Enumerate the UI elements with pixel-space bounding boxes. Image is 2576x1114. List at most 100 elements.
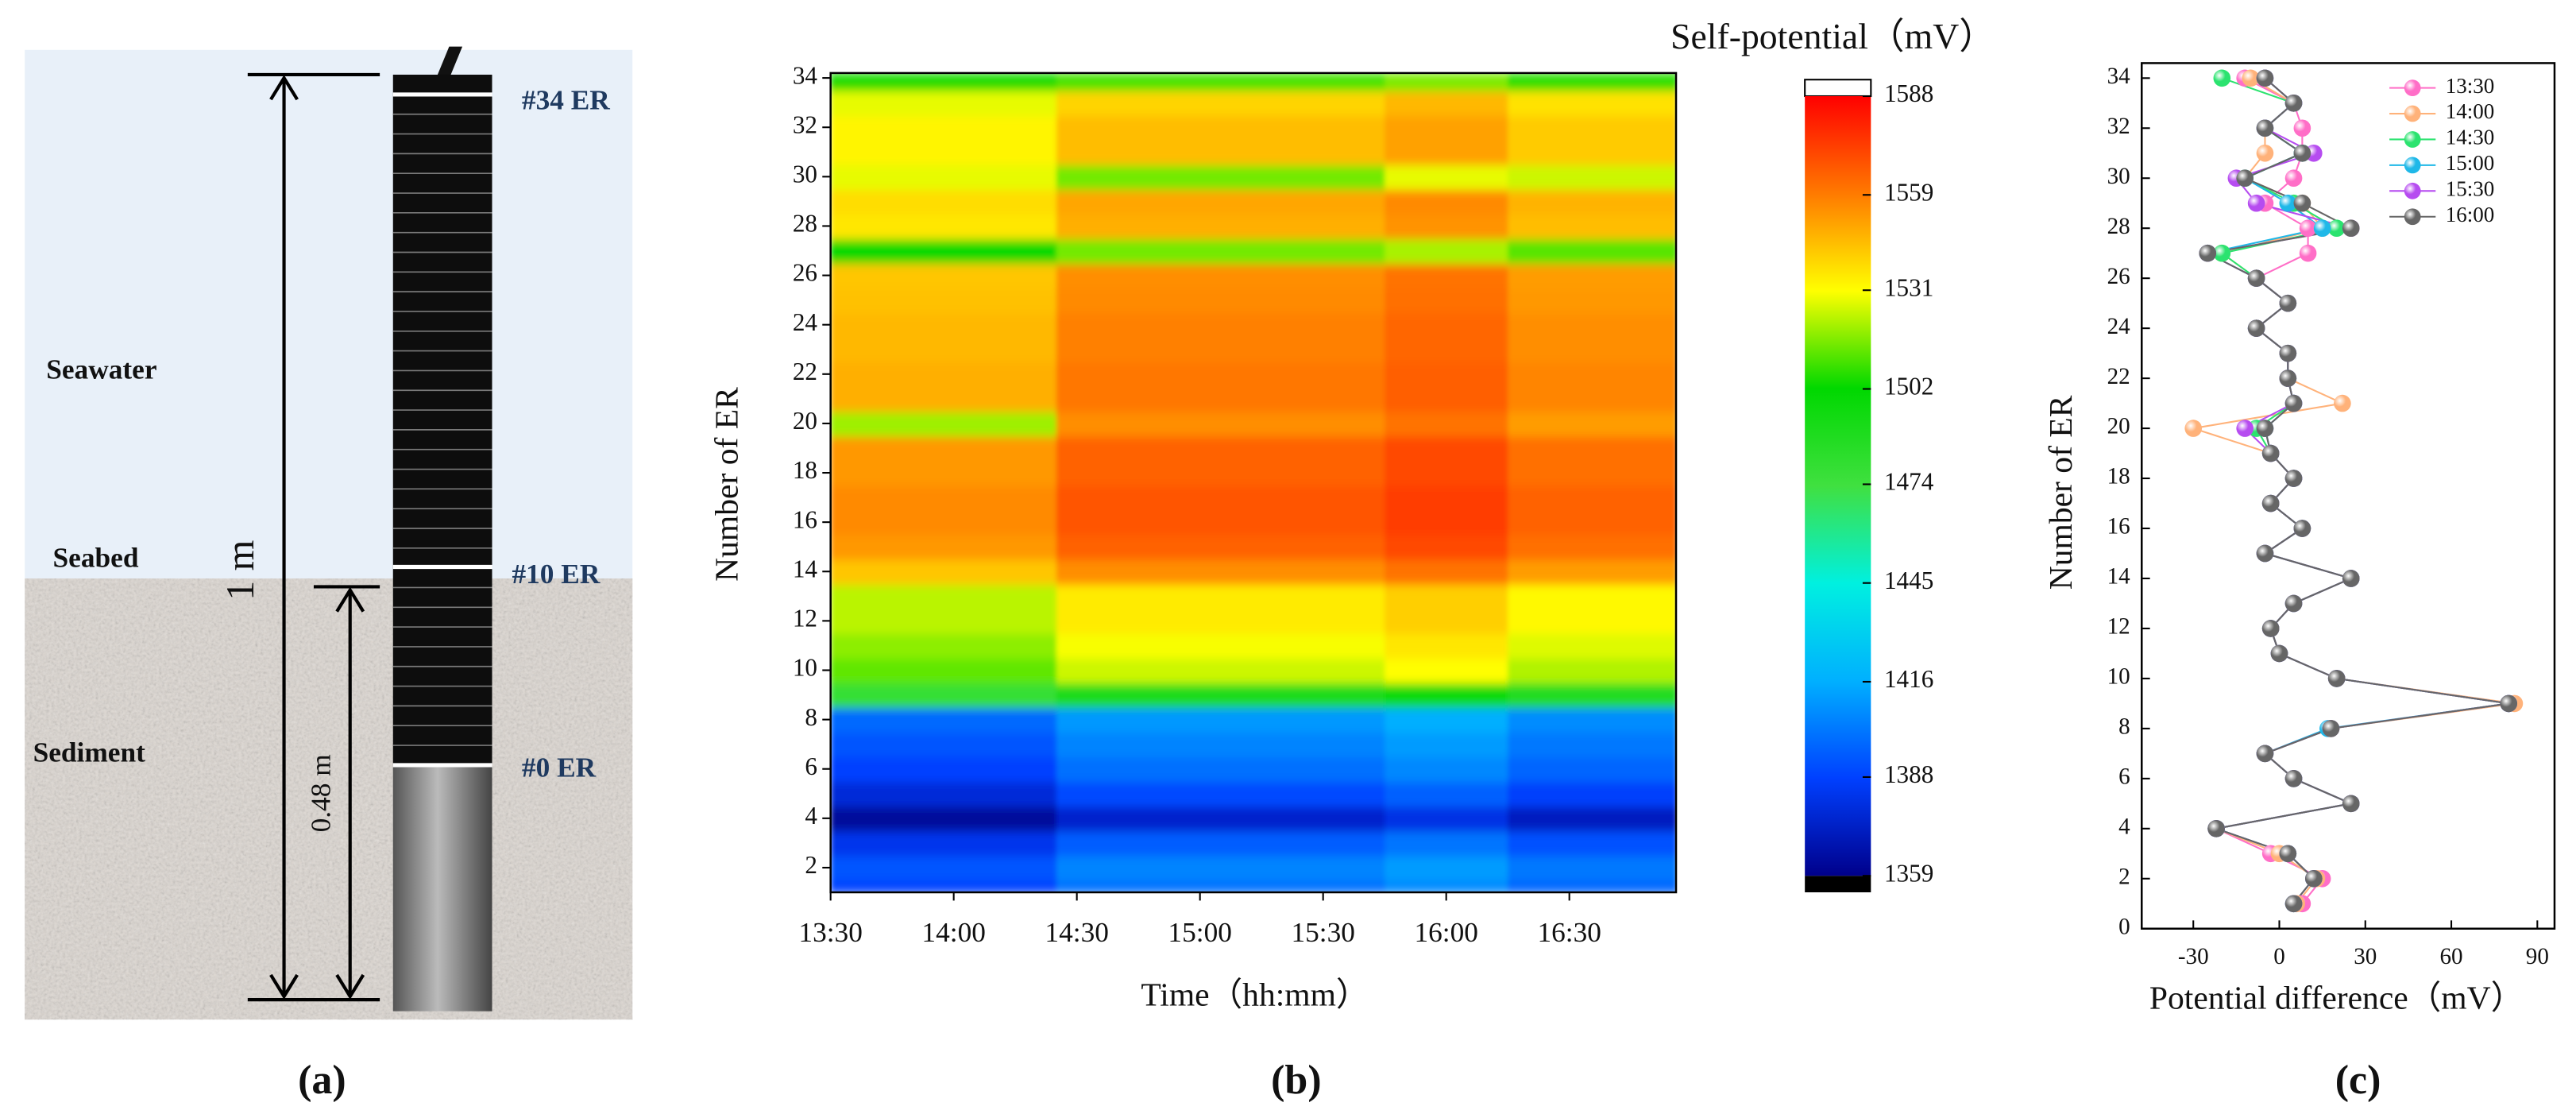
heatmap-cell <box>1508 781 1677 807</box>
colorbar-title: Self-potential（mV） <box>1670 16 1995 56</box>
heatmap-cell <box>1385 90 1509 116</box>
y-tick-label: 28 <box>2107 214 2130 239</box>
heatmap-panel: Time（hh:mm） Number of ER Self-potential（… <box>708 16 1995 1013</box>
data-point <box>2184 420 2203 437</box>
heatmap-cell <box>1056 781 1386 807</box>
heatmap-cell <box>1056 411 1386 437</box>
colorbar-tick-label: 1531 <box>1884 273 1933 301</box>
x-tick-label: 0 <box>2273 944 2285 969</box>
heatmap-cell <box>1508 288 1677 314</box>
region-label: Sediment <box>33 737 146 768</box>
y-tick-label: 16 <box>2107 514 2130 540</box>
heatmap-cell <box>830 632 1058 660</box>
heatmap-cell <box>830 114 1058 141</box>
heatmap-cell <box>1508 114 1677 141</box>
legend-marker <box>2404 208 2421 226</box>
heatmap-cell <box>830 559 1058 586</box>
heatmap-cell <box>830 312 1058 338</box>
heatmap-cell <box>1385 781 1509 807</box>
heatmap-cell <box>1056 657 1386 684</box>
heatmap-cells <box>830 72 1677 893</box>
heatmap-cell <box>1508 386 1677 412</box>
data-point <box>2500 694 2518 713</box>
data-point <box>2322 720 2340 737</box>
y-tick-label: 30 <box>793 160 817 188</box>
heatmap-cell <box>1385 139 1509 166</box>
x-axis-label: Time（hh:mm） <box>1141 977 1369 1013</box>
sediment-texture <box>25 578 633 1020</box>
heatmap-cell <box>1508 263 1677 289</box>
heatmap-cell <box>830 509 1058 536</box>
y-tick-label: 4 <box>2118 814 2130 839</box>
heatmap-cell <box>1508 830 1677 857</box>
colorbar-tick-label: 1474 <box>1884 468 1934 496</box>
y-tick-label: 26 <box>2107 264 2130 289</box>
y-tick-label: 22 <box>2107 364 2130 389</box>
heatmap-cell <box>1385 114 1509 141</box>
y-tick-label: 12 <box>793 605 817 632</box>
heatmap-cell <box>1385 411 1509 437</box>
data-point <box>2242 69 2260 87</box>
y-tick-label: 20 <box>2107 414 2130 439</box>
heatmap-cell <box>1056 139 1386 166</box>
x-tick-label: 16:00 <box>1414 917 1477 948</box>
heatmap-cell <box>1056 188 1386 215</box>
heatmap-cell <box>1056 164 1386 191</box>
heatmap-cell <box>830 72 1058 91</box>
y-tick-label: 34 <box>793 61 818 89</box>
legend-marker <box>2404 131 2421 148</box>
heatmap-cell <box>1385 632 1509 660</box>
heatmap-cell <box>1385 509 1509 536</box>
data-point <box>2261 494 2280 513</box>
colorbar-tick-label: 1416 <box>1884 665 1933 693</box>
heatmap-cell <box>830 583 1058 610</box>
plot-frame <box>829 72 1678 894</box>
x-tick-label: 15:30 <box>1291 917 1354 948</box>
heatmap-cell <box>830 263 1058 289</box>
heatmap-cell <box>1385 707 1509 733</box>
y-tick-label: 10 <box>793 654 817 682</box>
panel-label: (c) <box>2335 1058 2381 1103</box>
data-point <box>2342 219 2360 238</box>
heatmap-cell <box>1385 683 1509 709</box>
panel-label: (b) <box>1271 1058 1322 1103</box>
cable <box>437 46 463 75</box>
colorbar-tick-label: 1445 <box>1884 567 1933 594</box>
data-point <box>2305 869 2323 888</box>
heatmap-cell <box>830 756 1058 783</box>
y-tick-label: 26 <box>793 259 817 287</box>
heatmap-cell <box>1056 756 1386 783</box>
heatmap-cell <box>1056 213 1386 240</box>
data-point <box>2299 219 2317 238</box>
data-point <box>2279 369 2297 387</box>
heatmap-cell <box>1508 164 1677 191</box>
heatmap-cell <box>1056 534 1386 560</box>
y-tick-label: 14 <box>793 555 818 582</box>
heatmap-cell <box>1385 583 1509 610</box>
plot-frame <box>2141 62 2556 930</box>
heatmap-cell <box>1385 485 1509 511</box>
y-tick-label: 2 <box>805 851 817 879</box>
heatmap-cell <box>1508 657 1677 684</box>
data-point <box>2279 194 2297 212</box>
heatmap-cell <box>830 460 1058 486</box>
colorbar-tick-label: 1588 <box>1884 79 1933 107</box>
heatmap-cell <box>1508 707 1677 733</box>
y-tick-label: 6 <box>805 752 817 780</box>
data-point <box>2299 244 2317 262</box>
data-point <box>2284 770 2303 787</box>
heatmap-cell <box>1508 485 1677 511</box>
legend-label: 13:30 <box>2446 74 2495 98</box>
data-point <box>2284 94 2303 112</box>
heatmap-cell <box>1056 559 1386 586</box>
y-tick-label: 24 <box>2107 314 2131 339</box>
data-point <box>2247 319 2265 337</box>
heatmap-cell <box>1385 657 1509 684</box>
x-axis-label: Potential difference（mV） <box>2149 980 2524 1016</box>
y-tick-label: 6 <box>2118 764 2130 790</box>
data-point <box>2261 444 2280 462</box>
heatmap-cell <box>1056 683 1386 709</box>
dimension-label: 0.48 m <box>306 754 337 832</box>
data-point <box>2342 795 2360 813</box>
